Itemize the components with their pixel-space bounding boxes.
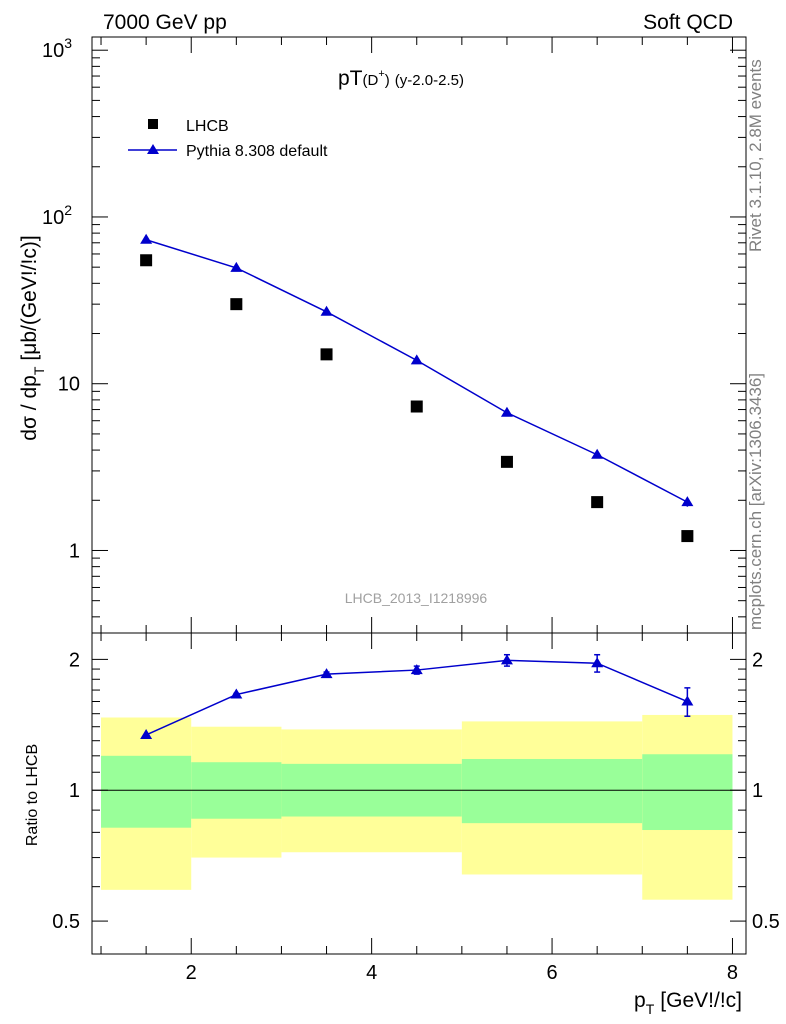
lhcb-point xyxy=(410,400,423,413)
ratio-ytick-label: 2 xyxy=(69,649,80,671)
watermark: LHCB_2013_I1218996 xyxy=(345,590,488,606)
uncertainty-band-green xyxy=(461,758,643,824)
pythia-point xyxy=(500,406,513,417)
ratio-panel: 0.5 0.5 1 1 2 2 2 4 6 8 Ratio to LHCB pT [GeV!/!c] xyxy=(24,632,780,1017)
lhcb-point xyxy=(140,254,153,267)
pythia-point xyxy=(140,233,153,244)
pythia-point xyxy=(230,261,243,272)
rivet-label: Rivet 3.1.10, 2.8M events xyxy=(746,59,765,252)
uncertainty-band-green xyxy=(101,755,192,828)
main-ytick-label: 102 xyxy=(42,202,72,229)
ratio-frame xyxy=(91,632,747,955)
lhcb-point xyxy=(681,530,694,543)
ratio-ytick-label-right: 0.5 xyxy=(752,911,780,933)
lhcb-point xyxy=(591,496,604,509)
header-left: 7000 GeV pp xyxy=(103,11,227,34)
lhcb-point xyxy=(500,455,513,468)
ratio-ytick-label: 0.5 xyxy=(52,911,80,933)
ratio-xtick-label: 4 xyxy=(366,962,377,984)
title-rest: (y-2.0-2.5) xyxy=(395,72,464,89)
title-main: pT xyxy=(338,67,363,90)
xlabel-sub: T xyxy=(646,1001,655,1017)
main-ytick-label: 10 xyxy=(58,374,80,396)
header-right: Soft QCD xyxy=(643,11,733,34)
uncertainty-band-green xyxy=(642,754,733,831)
ylabel-sub: T xyxy=(31,366,47,375)
ratio-xlabel: pT [GeV!/!c] xyxy=(634,989,742,1017)
pythia-point xyxy=(320,305,333,316)
mcplots-label: mcplots.cern.ch [arXiv:1306.3436] xyxy=(746,373,765,630)
main-panel: pT(D+) (y-2.0-2.5) 1 10 102 103 LHCB_2013_I1… xyxy=(18,35,747,634)
legend-lhcb-marker xyxy=(148,119,158,129)
ratio-pythia-point xyxy=(591,657,604,668)
ratio-xtick-label: 8 xyxy=(727,962,738,984)
ratio-pythia-point xyxy=(230,688,243,699)
ratio-ytick-label-right: 1 xyxy=(752,780,763,802)
ratio-pythia-point xyxy=(410,664,423,675)
main-title: pT(D+) (y-2.0-2.5) xyxy=(338,67,464,90)
pythia-point xyxy=(410,354,423,365)
ratio-pythia-point xyxy=(681,695,694,706)
ratio-xtick-label: 6 xyxy=(546,962,557,984)
ratio-ytick-label: 1 xyxy=(69,780,80,802)
title-paren: (D xyxy=(363,72,379,89)
legend-lhcb-label: LHCB xyxy=(186,118,229,135)
pythia-point xyxy=(681,496,694,507)
xlabel-unit: [GeV!/!c] xyxy=(660,989,742,1012)
ratio-ylabel: Ratio to LHCB xyxy=(24,744,41,846)
ratio-xtick-label: 2 xyxy=(186,962,197,984)
ratio-ytick-label-right: 2 xyxy=(752,649,763,671)
main-plot-area: 1 10 102 103 xyxy=(42,35,747,634)
legend-pythia-marker xyxy=(147,144,159,154)
ratio-pythia-point xyxy=(500,654,513,665)
ratio-pythia-point xyxy=(320,668,333,679)
pythia-line xyxy=(145,239,688,503)
legend: LHCB Pythia 8.308 default xyxy=(128,118,328,160)
ratio-plot-area: 0.5 0.5 1 1 2 2 2 4 6 8 xyxy=(52,632,780,984)
ylabel-main: dσ / dp xyxy=(18,375,41,441)
main-ytick-label: 1 xyxy=(69,540,80,562)
lhcb-point xyxy=(230,298,243,311)
main-ylabel: dσ / dpT [μb/(GeV!/!c)] xyxy=(18,235,47,440)
xlabel-main: p xyxy=(634,989,646,1012)
ylabel-unit: [μb/(GeV!/!c)] xyxy=(18,235,41,360)
ratio-pythia-point xyxy=(140,728,153,739)
main-ytick-label: 103 xyxy=(42,35,72,62)
lhcb-point xyxy=(320,348,333,361)
title-sup: + xyxy=(378,68,384,80)
title-close: ) xyxy=(385,72,390,89)
pythia-point xyxy=(591,448,604,459)
legend-pythia-label: Pythia 8.308 default xyxy=(186,143,328,160)
